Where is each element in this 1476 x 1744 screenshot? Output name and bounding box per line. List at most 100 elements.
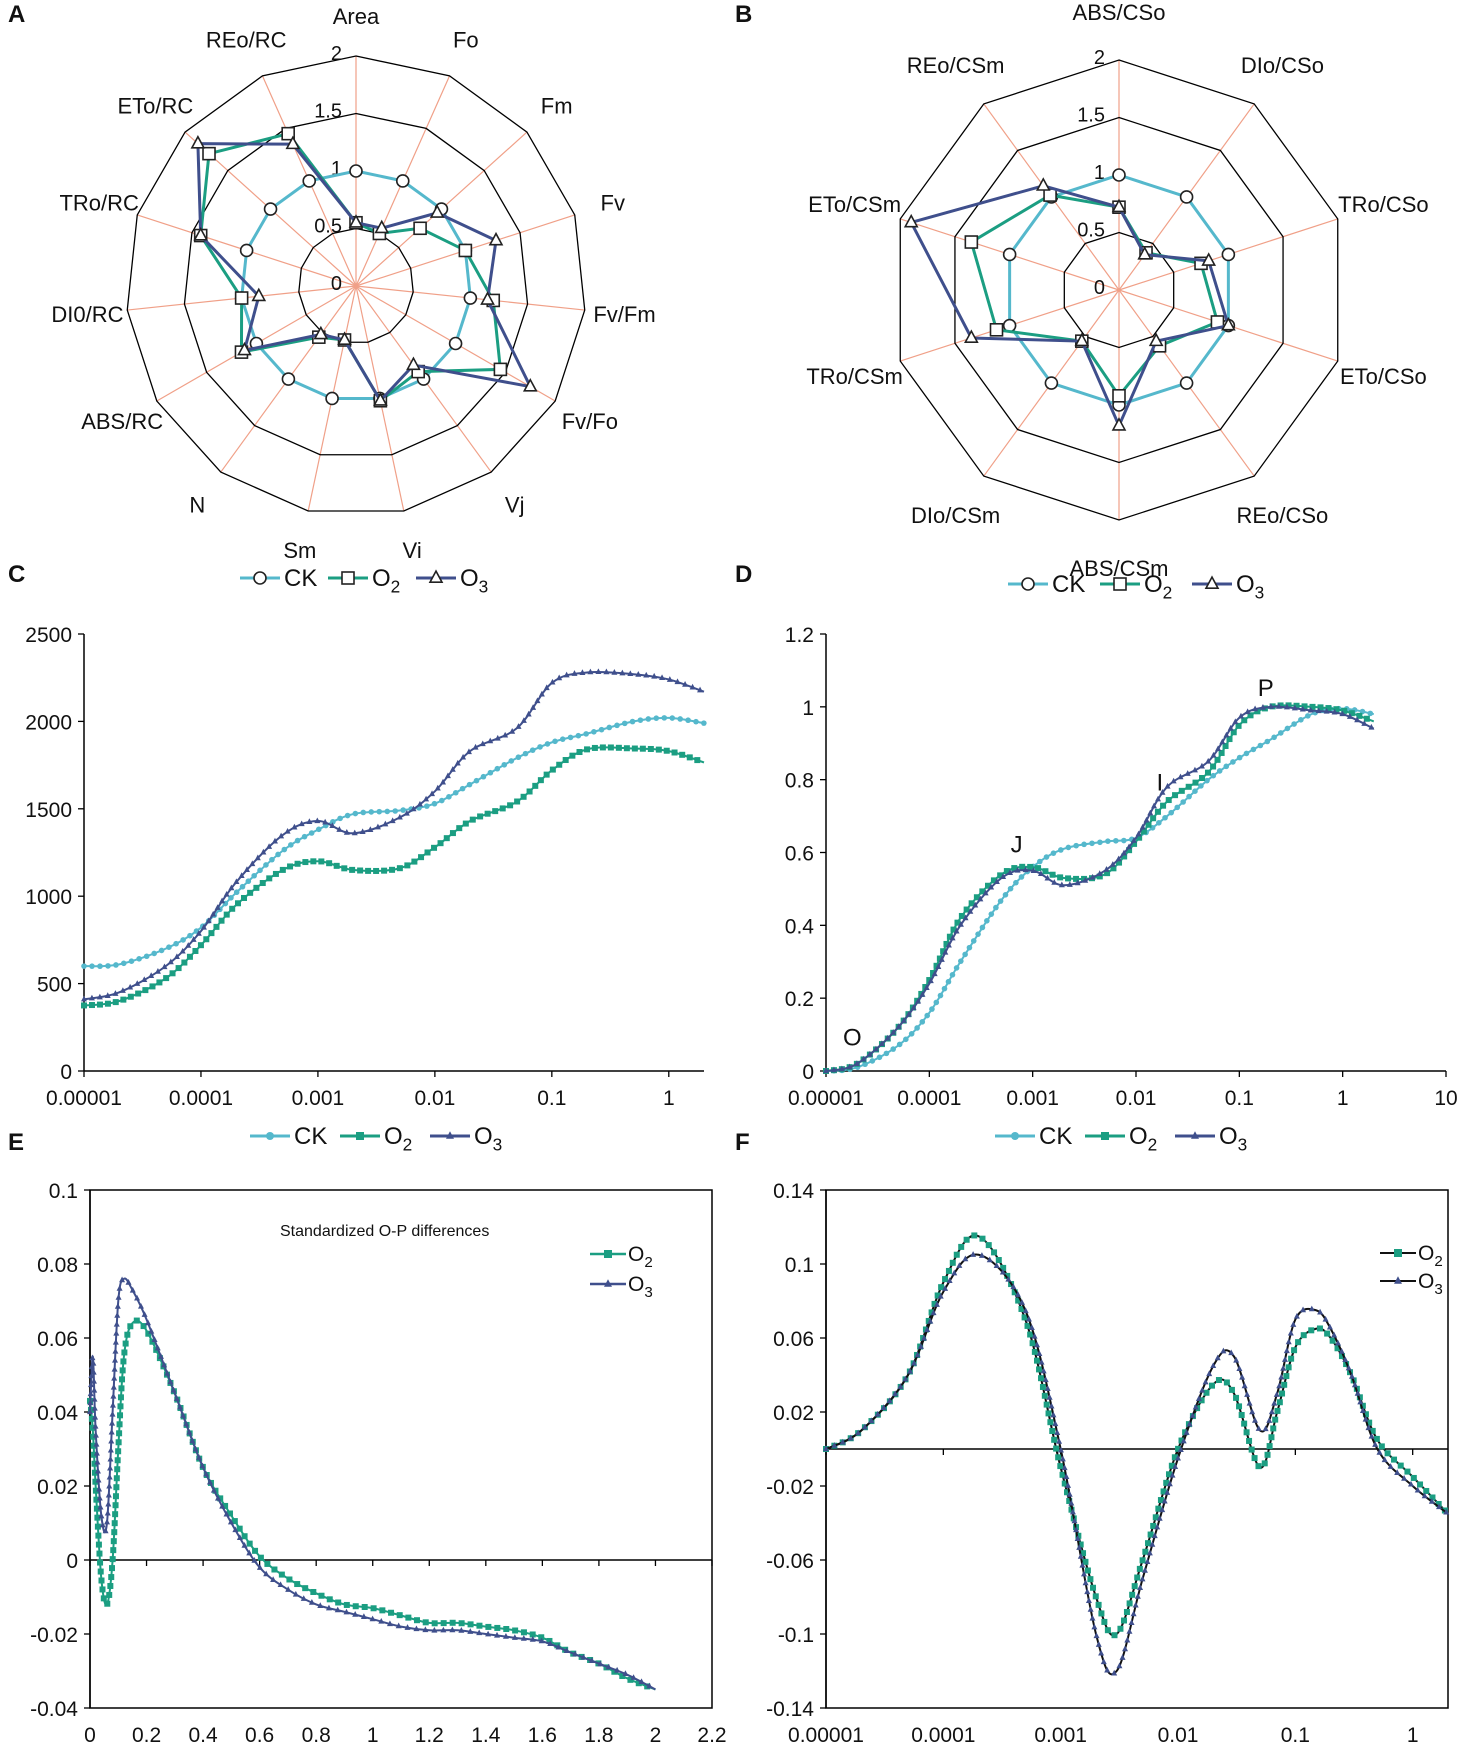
legend-marker-O3 xyxy=(604,1279,612,1287)
series-point-O2 xyxy=(1087,1576,1094,1583)
series-point-O3 xyxy=(403,809,410,816)
series-point-O3 xyxy=(993,878,1000,884)
series-point-CK xyxy=(1216,768,1223,774)
series-point-O3 xyxy=(580,1653,587,1660)
series-point-O3 xyxy=(556,674,563,681)
y-tick-label: 0.06 xyxy=(773,1328,814,1351)
series-point-O3 xyxy=(1210,751,1217,758)
radar-point-CK xyxy=(302,174,317,188)
series-point-O2 xyxy=(96,1001,103,1008)
series-point-O2 xyxy=(529,1631,536,1638)
series-point-O3 xyxy=(635,671,642,677)
radar-point-CK xyxy=(281,372,296,386)
series-point-O3 xyxy=(195,930,202,936)
series-point-O3 xyxy=(823,1445,829,1452)
x-tick-label: 0.00001 xyxy=(788,1087,864,1110)
series-point-O3 xyxy=(161,1361,168,1368)
legend-marker-CK xyxy=(266,1132,274,1140)
series-point-CK xyxy=(962,951,968,958)
series-point-O3 xyxy=(170,1386,177,1393)
series-point-O3 xyxy=(1076,1544,1083,1550)
y-tick-label: 1.2 xyxy=(785,624,814,647)
series-point-O3 xyxy=(1085,1597,1092,1603)
series-point-CK xyxy=(591,729,597,735)
y-tick-label: 1000 xyxy=(25,886,72,909)
series-point-O2 xyxy=(1359,1402,1366,1409)
series-point-O3 xyxy=(314,817,321,824)
series-point-O3 xyxy=(94,1458,101,1465)
series-point-O2 xyxy=(114,1457,121,1464)
series-point-O2 xyxy=(611,1668,618,1675)
series-point-O3 xyxy=(236,1534,243,1540)
series-point-O3 xyxy=(890,1029,897,1035)
series-point-O3 xyxy=(1103,866,1110,872)
series-point-O2 xyxy=(1049,871,1056,878)
panel-letter-E: E xyxy=(8,1129,24,1156)
series-point-O2 xyxy=(1236,1403,1243,1410)
legend-B: CK O2 O3 xyxy=(1008,571,1264,603)
series-point-O3 xyxy=(88,994,95,1001)
radar-ring xyxy=(298,227,414,343)
series-point-CK xyxy=(352,810,359,817)
series-point-O2 xyxy=(231,1518,238,1525)
series-point-O3 xyxy=(1126,1628,1133,1634)
x-tick-label: 0.1 xyxy=(1225,1087,1254,1110)
series-point-O3 xyxy=(256,1564,263,1570)
series-point-O2 xyxy=(686,754,693,761)
y-tick-label: 0.02 xyxy=(37,1476,78,1499)
series-point-O2 xyxy=(1362,1411,1369,1418)
series-point-O2 xyxy=(1057,874,1064,881)
radar-axis-label: Area xyxy=(333,4,380,29)
series-point-O3 xyxy=(1066,881,1073,887)
series-point-O3 xyxy=(917,1343,924,1349)
series-point-O3 xyxy=(942,948,949,955)
series-point-O2 xyxy=(117,1394,124,1401)
series-point-O3 xyxy=(134,1294,141,1301)
series-point-O2 xyxy=(92,1487,99,1494)
series-point-CK xyxy=(1204,777,1210,784)
radar-point-O3 xyxy=(1111,417,1127,431)
series-point-O2 xyxy=(365,867,372,874)
series-point-O2 xyxy=(477,813,484,820)
series-point-O3 xyxy=(1058,881,1065,888)
series-point-O3 xyxy=(1146,1549,1153,1556)
series-point-O2 xyxy=(1140,828,1147,835)
series-point-O3 xyxy=(1069,1508,1076,1515)
series-point-O3 xyxy=(1291,704,1298,711)
series-point-O3 xyxy=(1144,1558,1151,1565)
series-point-O2 xyxy=(1092,1593,1099,1600)
series-point-O3 xyxy=(1266,1417,1273,1423)
panel-letter-B: B xyxy=(735,1,752,28)
series-point-O3 xyxy=(1237,712,1244,719)
series-point-CK xyxy=(81,963,87,969)
series-point-O3 xyxy=(1066,1490,1073,1497)
series-point-CK xyxy=(337,815,343,822)
series-point-O3 xyxy=(1232,718,1239,725)
series-point-O3 xyxy=(410,805,417,812)
series-point-O3 xyxy=(697,686,704,693)
series-point-O2 xyxy=(1300,1332,1307,1339)
series-point-O3 xyxy=(449,766,456,772)
series-point-O3 xyxy=(214,1494,221,1501)
series-point-O2 xyxy=(1199,775,1206,782)
series-point-O2 xyxy=(1230,729,1237,736)
series-point-O3 xyxy=(210,910,217,917)
series-point-O2 xyxy=(934,1292,941,1299)
series-point-O3 xyxy=(1089,873,1096,880)
series-point-O3 xyxy=(306,818,313,825)
line-chart-D: 0 0.2 0.4 0.6 0.8 1 1.2 0.00001 0.0001 0.001 0.01 0… xyxy=(785,624,1458,1110)
series-point-O3 xyxy=(300,1595,307,1601)
series-point-O3 xyxy=(597,1660,604,1667)
series-point-O2 xyxy=(88,1002,95,1009)
series-point-O2 xyxy=(1121,1617,1128,1624)
series-point-O2 xyxy=(99,1586,106,1593)
radar-axis-label: REo/CSo xyxy=(1237,503,1329,528)
radar-point-O2 xyxy=(964,235,979,249)
series-point-O2 xyxy=(100,1595,107,1602)
series-point-O2 xyxy=(93,1496,100,1503)
series-point-O2 xyxy=(1301,703,1308,710)
panel-letter-F: F xyxy=(735,1129,750,1156)
series-point-CK xyxy=(473,777,480,784)
series-point-O2 xyxy=(958,1243,965,1250)
series-point-O3 xyxy=(1115,855,1122,862)
